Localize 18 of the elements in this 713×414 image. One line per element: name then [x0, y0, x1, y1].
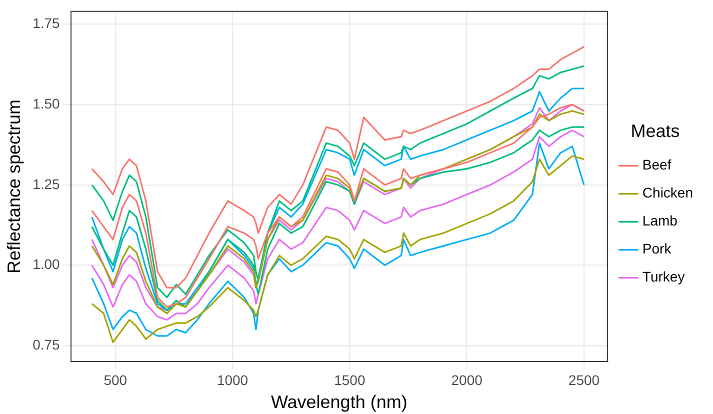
- y-tick-label: 0.75: [32, 336, 60, 352]
- legend-label: Beef: [642, 156, 672, 173]
- legend-label: Lamb: [642, 212, 678, 229]
- legend-title: Meats: [630, 121, 680, 142]
- y-tick-label: 1.00: [32, 256, 60, 272]
- legend-label: Turkey: [642, 268, 685, 285]
- x-tick-label: 500: [104, 372, 128, 388]
- x-tick-label: 1500: [334, 372, 366, 388]
- legend-label: Chicken: [642, 184, 694, 201]
- y-axis-title: Reflectance spectrum: [4, 99, 24, 274]
- x-tick-label: 2500: [568, 372, 600, 388]
- legend-label: Pork: [642, 240, 672, 257]
- y-tick-label: 1.50: [32, 95, 60, 112]
- y-tick-label: 1.25: [32, 176, 60, 192]
- x-tick-label: 1000: [216, 372, 248, 388]
- x-tick-label: 2000: [451, 372, 483, 388]
- y-tick-label: 1.75: [32, 15, 60, 32]
- x-axis-title: Wavelength (nm): [270, 392, 408, 412]
